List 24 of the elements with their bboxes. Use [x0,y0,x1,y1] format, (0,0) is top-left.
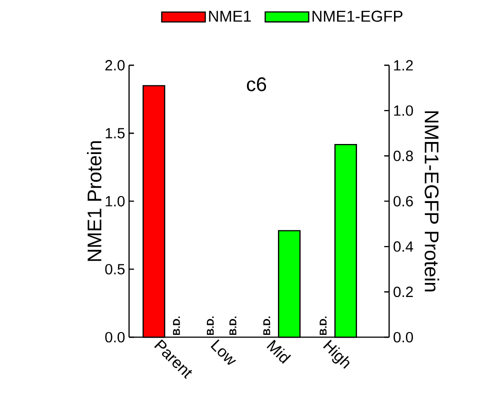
x-tick-label: Mid [266,340,292,364]
y-tick-label: 0.5 [105,264,125,274]
legend-label: NME1 [209,10,251,22]
text: B.D. [229,316,236,335]
y2-tick-label: 0.0 [394,332,413,342]
y2-tick-label: 1.2 [394,60,413,70]
y-tick-label: 1.0 [106,196,125,206]
y2-tick-label: 1.0 [394,105,413,116]
y2-tick-label: 0.2 [394,286,413,297]
text: B.D. [263,316,270,335]
y2-tick-label: 0.8 [394,150,413,161]
y2-tick-label: 0.4 [394,241,414,252]
legend-label: NME1-EGFP [312,10,402,22]
y-axis-title: NME1 Protein [86,141,102,261]
y2-tick-label: 0.6 [394,196,413,206]
y-tick-label: 1.5 [106,128,125,138]
y-tick-label: 0.0 [105,332,125,342]
y-tick-label: 2.0 [105,60,125,70]
x-tick-label: Low [210,339,236,365]
text: B.D. [320,316,327,335]
text: B.D. [206,316,214,335]
text: B.D. [173,316,180,335]
annotation: c6 [246,77,266,92]
y2-axis-title: NME1-EGFP Protein [424,111,440,292]
